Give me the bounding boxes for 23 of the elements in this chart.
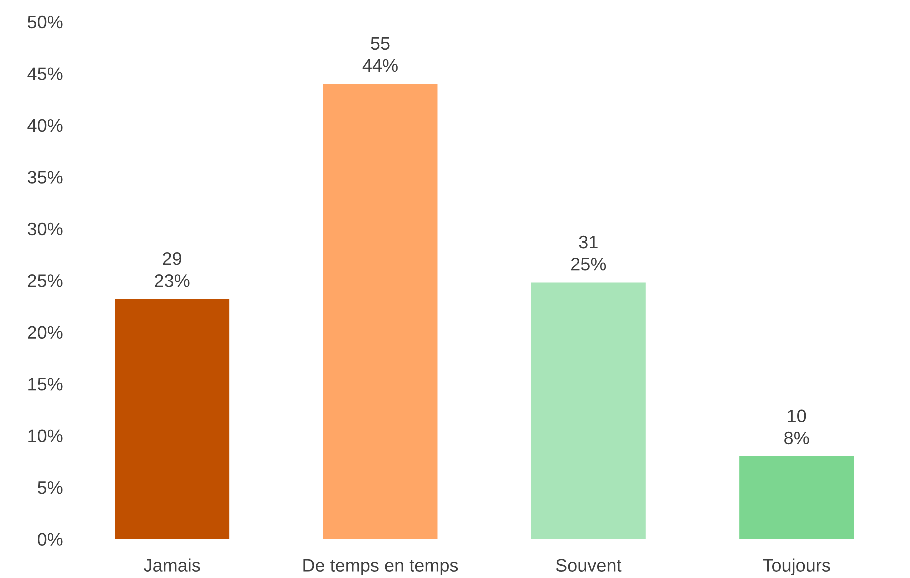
x-tick-label: Jamais [144,558,200,572]
bar [115,299,230,540]
data-label: 55 44% [362,37,398,72]
x-tick-label: De temps en temps [304,559,458,576]
y-tick-label: 45% [28,68,63,80]
bar [531,282,646,540]
data-label: 10 8% [784,410,810,445]
data-label: 29 23% [155,252,190,288]
y-tick-label: 5% [38,482,63,494]
y-tick-label: 40% [28,119,63,132]
bar [740,456,854,540]
y-tick-label: 50% [28,16,63,29]
x-tick-label: Souvent [556,559,622,572]
y-tick-label: 25% [28,274,63,288]
x-tick-label: Toujours [763,558,830,576]
y-tick-label: 10% [28,430,63,443]
y-tick-label: 35% [28,171,63,184]
y-tick-label: 20% [28,326,63,340]
data-label: 31 25% [571,236,606,271]
bar [323,84,438,540]
y-tick-label: 30% [28,222,63,236]
y-tick-label: 15% [28,378,63,391]
y-tick-label: 0% [38,533,63,546]
